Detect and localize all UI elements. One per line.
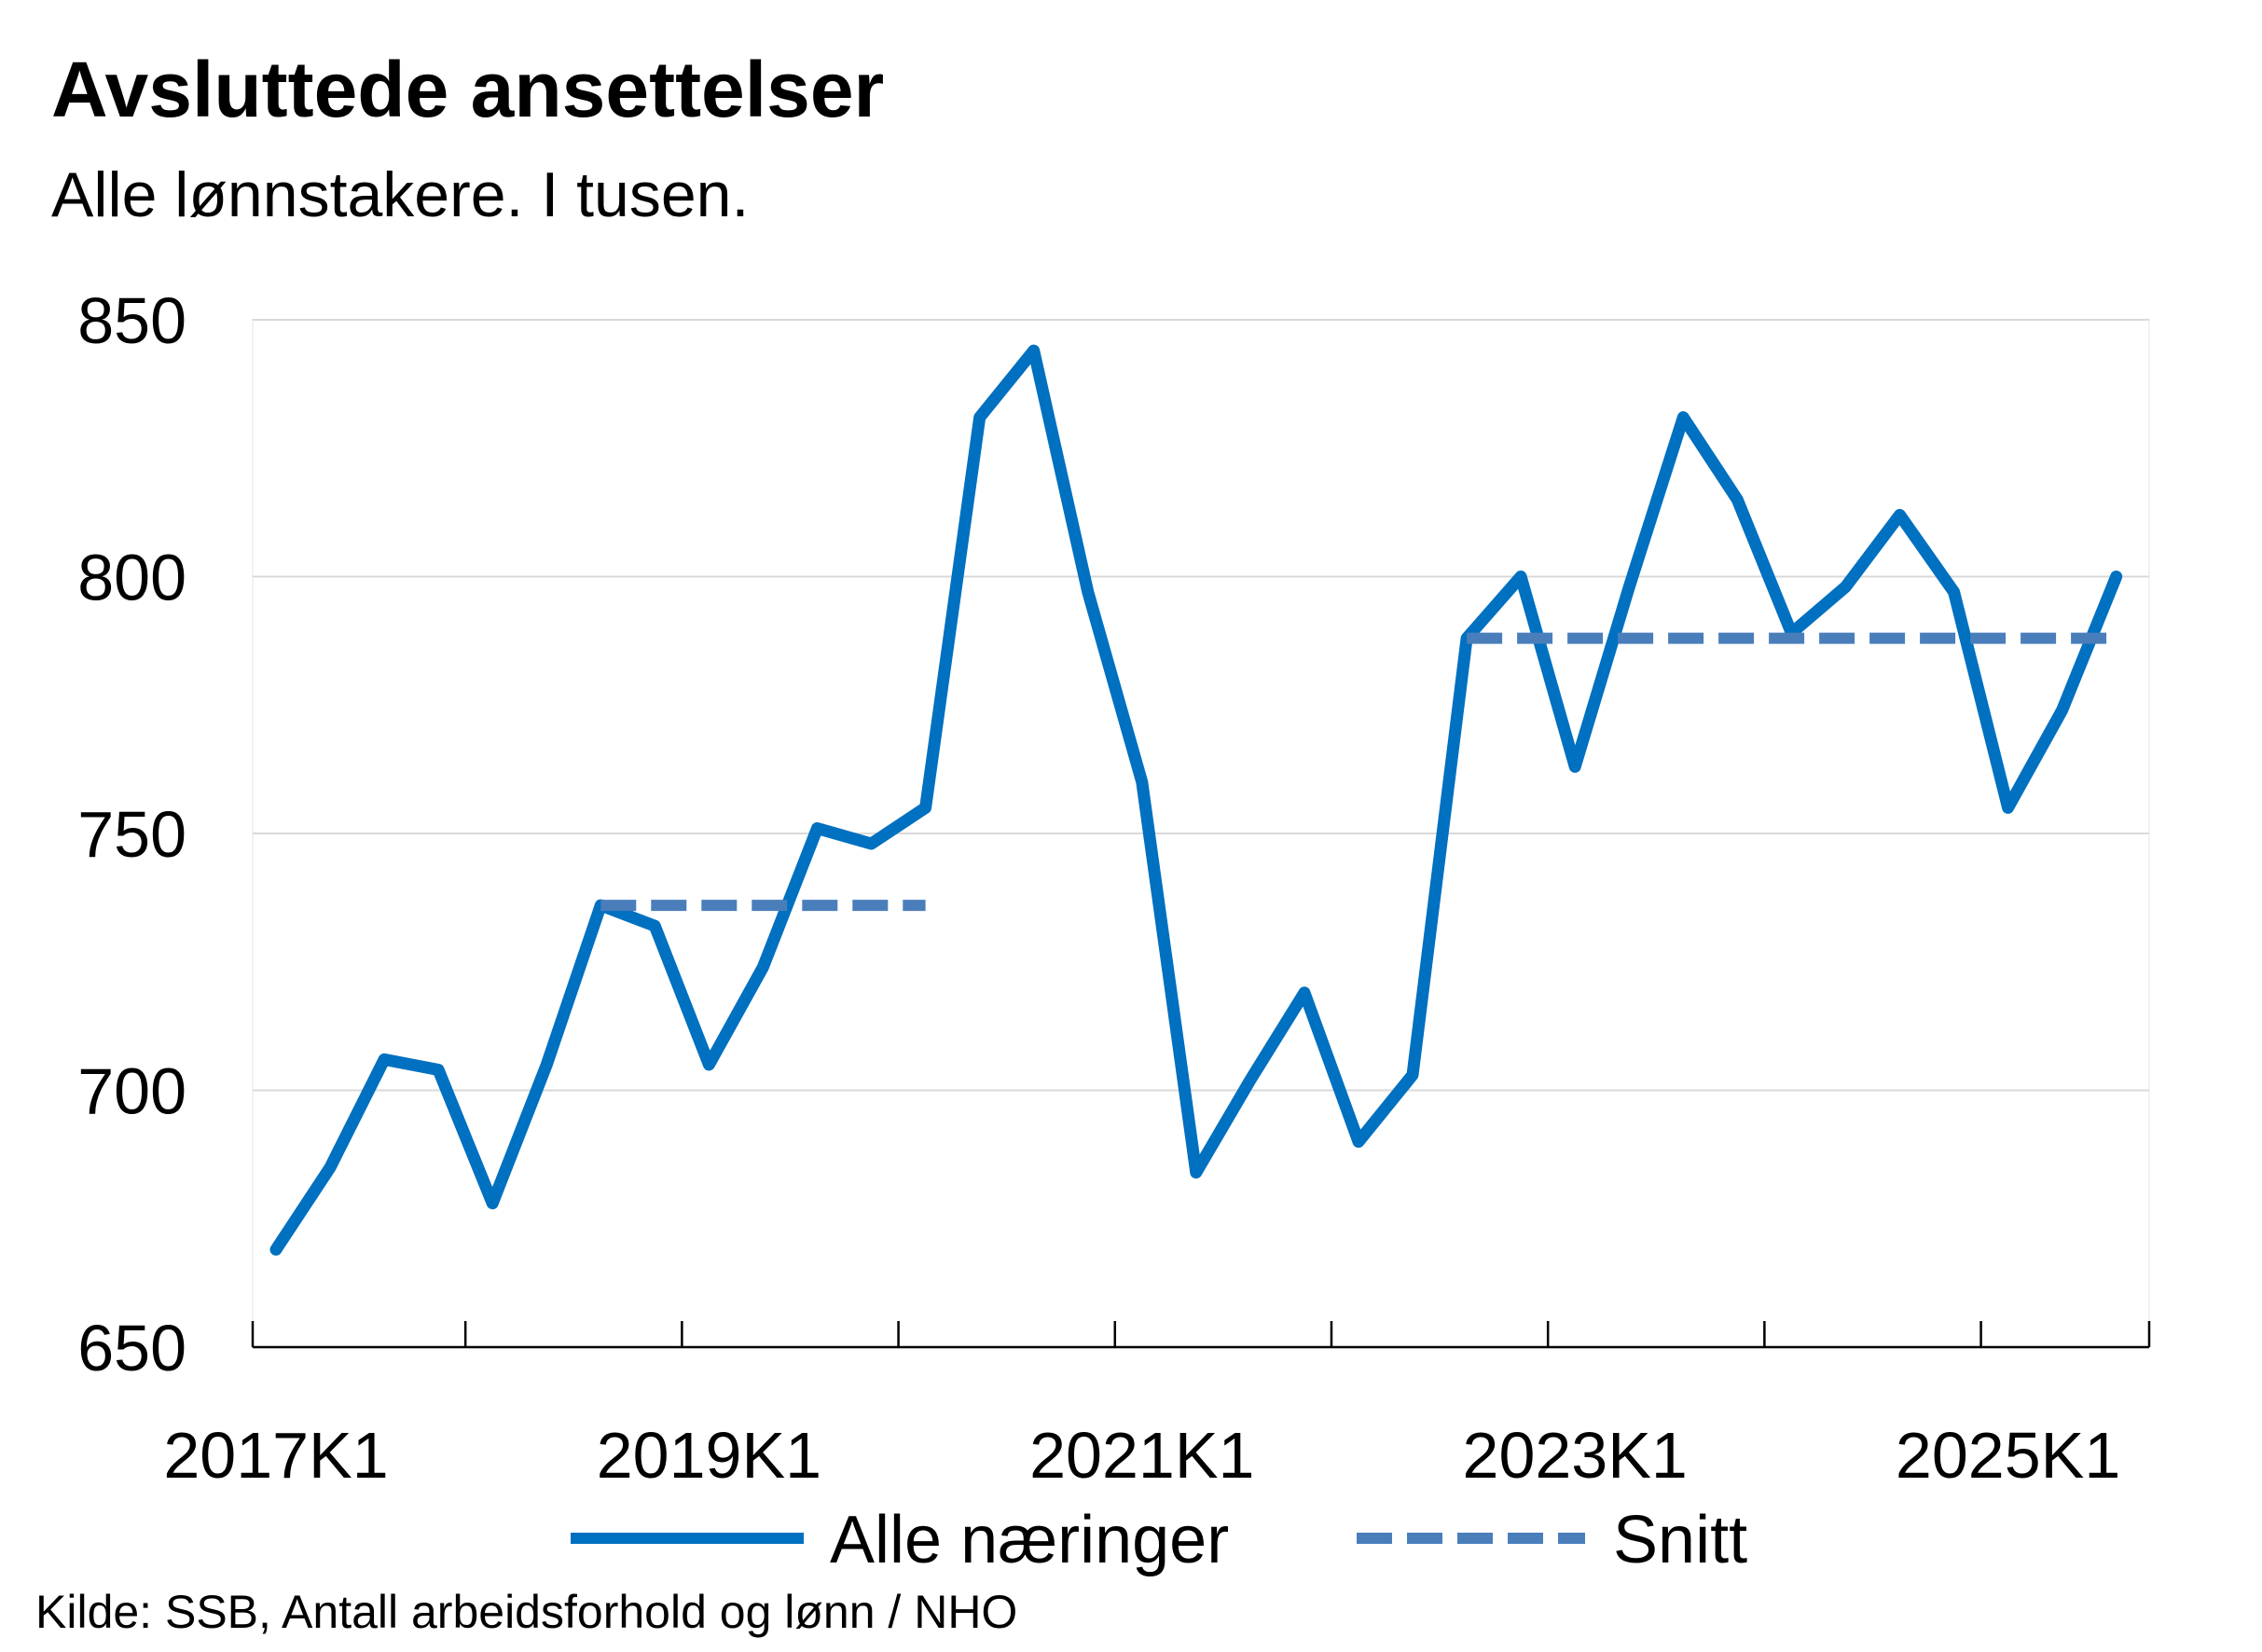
x-tick-label: 2019K1 <box>597 1419 821 1492</box>
chart-subtitle: Alle lønnstakere. I tusen. <box>51 159 750 230</box>
y-tick-label: 750 <box>77 798 186 871</box>
y-tick-label: 800 <box>77 542 186 614</box>
legend-item-alle-naeringer-label: Alle næringer <box>830 1503 1229 1577</box>
x-tick-label: 2023K1 <box>1463 1419 1688 1492</box>
chart-source: Kilde: SSB, Antall arbeidsforhold og løn… <box>35 1586 1018 1638</box>
x-tick-label: 2021K1 <box>1029 1419 1254 1492</box>
y-tick-label: 650 <box>77 1312 186 1384</box>
x-tick-label: 2025K1 <box>1896 1419 2120 1492</box>
x-tick-label: 2017K1 <box>163 1419 388 1492</box>
y-tick-label: 700 <box>77 1055 186 1128</box>
y-tick-label: 850 <box>77 284 186 357</box>
legend-item-snitt-label: Snitt <box>1613 1503 1747 1577</box>
chart-title: Avsluttede ansettelser <box>51 46 885 133</box>
series-line-alle-naeringer <box>269 344 2123 1256</box>
